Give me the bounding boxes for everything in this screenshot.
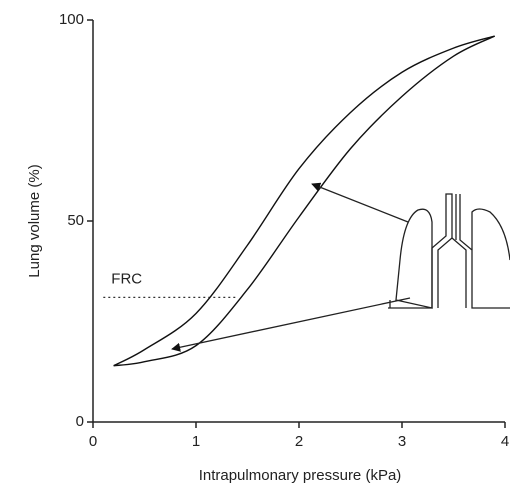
x-axis-label: Intrapulmonary pressure (kPa) <box>199 467 402 484</box>
x-tick-label: 4 <box>501 433 509 450</box>
curve <box>113 35 495 367</box>
x-tick-label: 2 <box>295 433 303 450</box>
arrow <box>311 182 409 223</box>
lung-icon <box>388 193 510 309</box>
y-tick-label: 100 <box>59 11 84 28</box>
x-tick-label: 3 <box>398 433 406 450</box>
arrow <box>171 297 411 352</box>
frc-label: FRC <box>111 270 142 287</box>
curve <box>113 35 496 367</box>
x-tick-label: 0 <box>89 433 97 450</box>
y-tick-label: 50 <box>67 212 84 229</box>
y-tick-label: 0 <box>76 413 84 430</box>
x-tick-label: 1 <box>192 433 200 450</box>
plot-area: 0 50 100 0 1 2 3 4 FRC <box>59 11 509 450</box>
y-axis-label: Lung volume (%) <box>26 164 43 277</box>
